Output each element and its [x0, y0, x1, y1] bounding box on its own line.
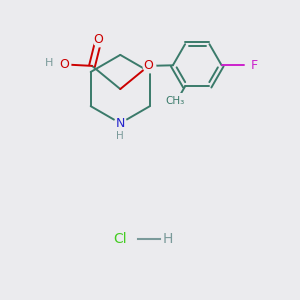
- Text: H: H: [45, 58, 54, 68]
- Text: O: O: [94, 33, 103, 46]
- Text: O: O: [59, 58, 69, 71]
- Text: O: O: [144, 59, 154, 72]
- Text: H: H: [163, 232, 173, 246]
- Text: F: F: [251, 59, 258, 72]
- Text: H: H: [116, 131, 124, 141]
- Text: Cl: Cl: [113, 232, 127, 246]
- Text: CH₃: CH₃: [166, 96, 185, 106]
- Text: N: N: [116, 117, 125, 130]
